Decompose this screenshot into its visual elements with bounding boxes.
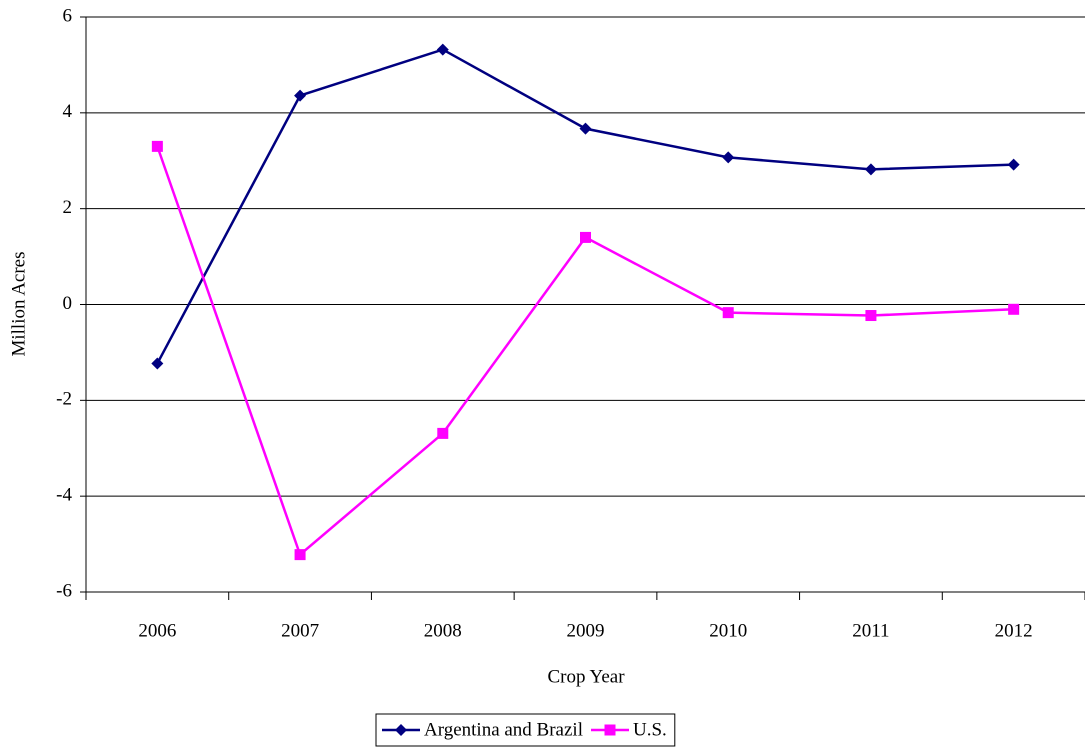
data-point bbox=[580, 231, 591, 243]
legend-label: U.S. bbox=[633, 719, 667, 740]
x-tick-label: 2010 bbox=[709, 620, 747, 641]
y-tick-label: 2 bbox=[63, 197, 73, 218]
data-point bbox=[1007, 158, 1020, 171]
x-tick-label: 2011 bbox=[852, 620, 889, 641]
y-tick-label: -4 bbox=[56, 485, 72, 506]
data-point bbox=[294, 89, 307, 102]
data-point bbox=[579, 122, 592, 135]
data-point bbox=[294, 549, 306, 561]
data-point bbox=[436, 43, 449, 56]
data-point bbox=[151, 357, 164, 370]
data-point bbox=[722, 307, 734, 319]
legend-label: Argentina and Brazil bbox=[424, 719, 583, 740]
data-point bbox=[864, 163, 877, 176]
y-tick-label: 6 bbox=[63, 5, 73, 26]
x-axis-title: Crop Year bbox=[547, 666, 625, 687]
y-tick-label: 0 bbox=[63, 293, 73, 314]
series-line bbox=[156, 145, 1014, 557]
x-tick-label: 2008 bbox=[424, 620, 462, 641]
data-point bbox=[865, 310, 877, 322]
x-tick-label: 2007 bbox=[281, 620, 319, 641]
data-point bbox=[151, 140, 163, 152]
data-point bbox=[1008, 303, 1020, 315]
series-line bbox=[156, 48, 1014, 365]
y-tick-label: 4 bbox=[63, 101, 73, 122]
y-tick-label: -6 bbox=[56, 580, 72, 601]
x-tick-label: 2009 bbox=[567, 620, 605, 641]
x-tick-label: 2006 bbox=[138, 620, 176, 641]
legend-marker bbox=[604, 724, 616, 736]
data-point bbox=[722, 151, 735, 164]
legend-marker bbox=[395, 724, 407, 736]
y-axis-title: Million Acres bbox=[8, 251, 29, 356]
data-point bbox=[437, 427, 449, 439]
x-tick-label: 2012 bbox=[995, 620, 1033, 641]
y-tick-label: -2 bbox=[56, 389, 72, 410]
